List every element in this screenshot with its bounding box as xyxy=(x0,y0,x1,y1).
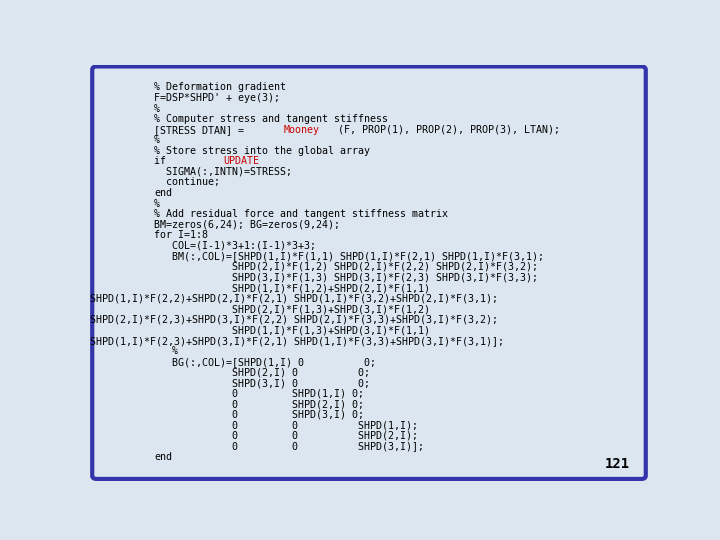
Text: % Deformation gradient: % Deformation gradient xyxy=(154,83,286,92)
Text: for I=1:8: for I=1:8 xyxy=(154,230,208,240)
Text: SHPD(2,I)*F(1,3)+SHPD(3,I)*F(1,2): SHPD(2,I)*F(1,3)+SHPD(3,I)*F(1,2) xyxy=(154,304,430,314)
Text: %: % xyxy=(154,199,160,208)
Text: 0         0          SHPD(1,I);: 0 0 SHPD(1,I); xyxy=(154,420,418,430)
Text: BM(:,COL)=[SHPD(1,I)*F(1,1) SHPD(1,I)*F(2,1) SHPD(1,I)*F(3,1);: BM(:,COL)=[SHPD(1,I)*F(1,1) SHPD(1,I)*F(… xyxy=(154,251,544,261)
Text: COL=(I-1)*3+1:(I-1)*3+3;: COL=(I-1)*3+1:(I-1)*3+3; xyxy=(154,241,316,251)
FancyBboxPatch shape xyxy=(92,66,646,479)
Text: % Add residual force and tangent stiffness matrix: % Add residual force and tangent stiffne… xyxy=(154,209,448,219)
Text: if: if xyxy=(154,157,172,166)
Text: 0         0          SHPD(3,I)];: 0 0 SHPD(3,I)]; xyxy=(154,441,424,451)
Text: SIGMA(:,INTN)=STRESS;: SIGMA(:,INTN)=STRESS; xyxy=(154,167,292,177)
Text: continue;: continue; xyxy=(154,178,220,187)
Text: SHPD(3,I)*F(1,3) SHPD(3,I)*F(2,3) SHPD(3,I)*F(3,3);: SHPD(3,I)*F(1,3) SHPD(3,I)*F(2,3) SHPD(3… xyxy=(154,273,538,282)
Text: SHPD(1,I)*F(2,3)+SHPD(3,I)*F(2,1) SHPD(1,I)*F(3,3)+SHPD(3,I)*F(3,1)];: SHPD(1,I)*F(2,3)+SHPD(3,I)*F(2,1) SHPD(1… xyxy=(90,336,504,346)
Text: (F, PROP(1), PROP(2), PROP(3), LTAN);: (F, PROP(1), PROP(2), PROP(3), LTAN); xyxy=(338,125,560,134)
Text: SHPD(3,I) 0          0;: SHPD(3,I) 0 0; xyxy=(154,378,370,388)
Text: end: end xyxy=(154,452,172,462)
Text: UPDATE: UPDATE xyxy=(223,157,259,166)
Text: SHPD(1,I)*F(1,3)+SHPD(3,I)*F(1,1): SHPD(1,I)*F(1,3)+SHPD(3,I)*F(1,1) xyxy=(154,325,430,335)
Text: %: % xyxy=(154,104,160,113)
Text: end: end xyxy=(154,188,172,198)
Text: 0         SHPD(3,I) 0;: 0 SHPD(3,I) 0; xyxy=(154,410,364,420)
Text: BM=zeros(6,24); BG=zeros(9,24);: BM=zeros(6,24); BG=zeros(9,24); xyxy=(154,220,340,229)
Text: SHPD(1,I)*F(1,2)+SHPD(2,I)*F(1,1): SHPD(1,I)*F(1,2)+SHPD(2,I)*F(1,1) xyxy=(154,283,430,293)
Text: SHPD(1,I)*F(2,2)+SHPD(2,I)*F(2,1) SHPD(1,I)*F(3,2)+SHPD(2,I)*F(3,1);: SHPD(1,I)*F(2,2)+SHPD(2,I)*F(2,1) SHPD(1… xyxy=(90,294,498,303)
Text: % Computer stress and tangent stiffness: % Computer stress and tangent stiffness xyxy=(154,114,388,124)
Text: %: % xyxy=(154,346,178,356)
Text: F=DSP*SHPD' + eye(3);: F=DSP*SHPD' + eye(3); xyxy=(154,93,280,103)
Text: % Store stress into the global array: % Store stress into the global array xyxy=(154,146,370,156)
Text: 121: 121 xyxy=(605,457,630,471)
Text: %: % xyxy=(154,135,160,145)
Text: BG(:,COL)=[SHPD(1,I) 0          0;: BG(:,COL)=[SHPD(1,I) 0 0; xyxy=(154,357,376,367)
Text: [STRESS DTAN] =: [STRESS DTAN] = xyxy=(154,125,250,134)
Text: SHPD(2,I)*F(1,2) SHPD(2,I)*F(2,2) SHPD(2,I)*F(3,2);: SHPD(2,I)*F(1,2) SHPD(2,I)*F(2,2) SHPD(2… xyxy=(154,262,538,272)
Text: 0         SHPD(2,I) 0;: 0 SHPD(2,I) 0; xyxy=(154,399,364,409)
Text: 0         SHPD(1,I) 0;: 0 SHPD(1,I) 0; xyxy=(154,389,364,399)
Text: SHPD(2,I) 0          0;: SHPD(2,I) 0 0; xyxy=(154,368,370,377)
Text: 0         0          SHPD(2,I);: 0 0 SHPD(2,I); xyxy=(154,431,418,441)
Text: Mooney: Mooney xyxy=(284,125,320,134)
Text: SHPD(2,I)*F(2,3)+SHPD(3,I)*F(2,2) SHPD(2,I)*F(3,3)+SHPD(3,I)*F(3,2);: SHPD(2,I)*F(2,3)+SHPD(3,I)*F(2,2) SHPD(2… xyxy=(90,315,498,325)
